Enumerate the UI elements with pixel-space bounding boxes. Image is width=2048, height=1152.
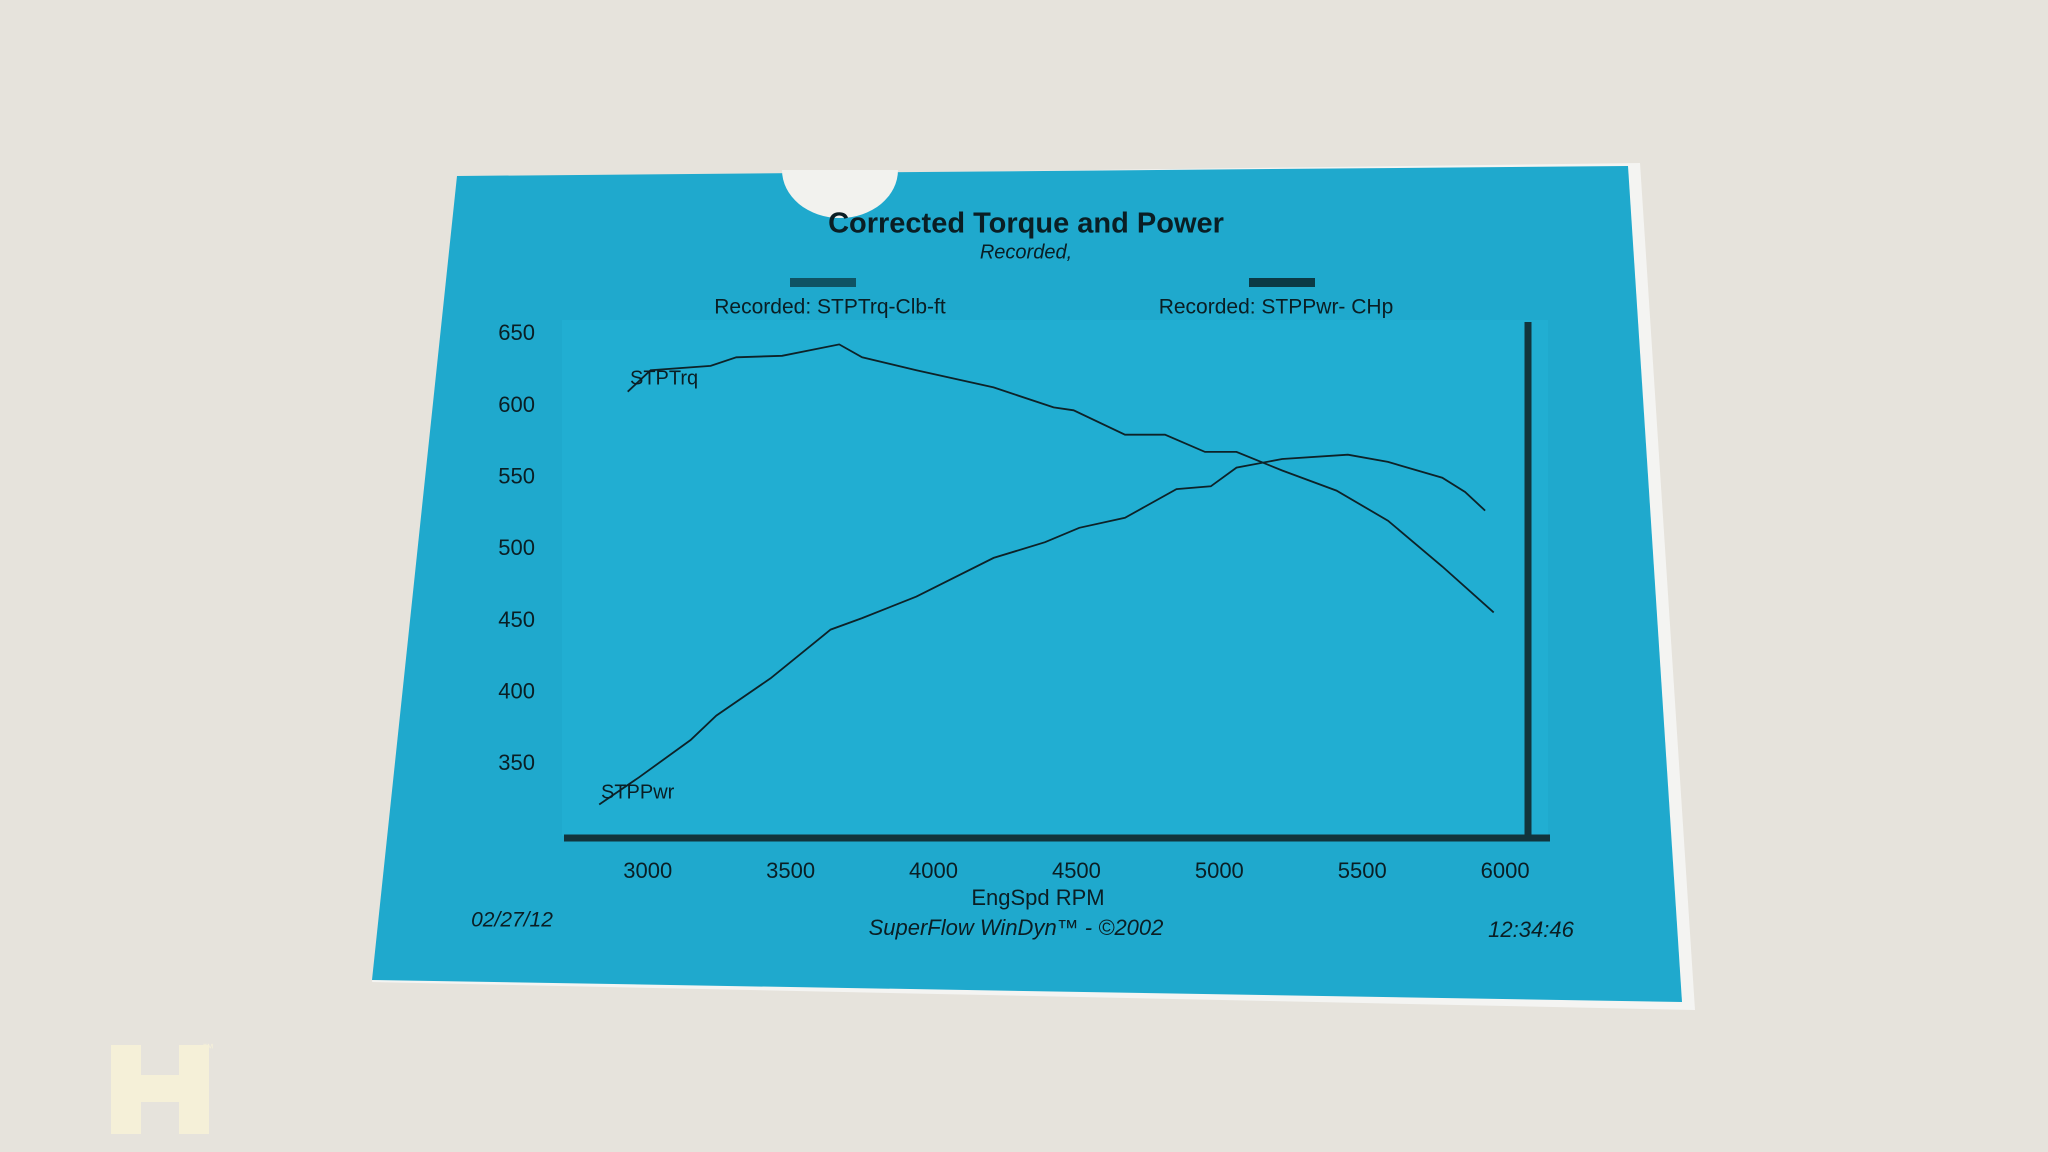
legend-swatch xyxy=(1249,278,1315,287)
series-line xyxy=(598,453,1486,806)
legend-swatch xyxy=(790,278,856,287)
x-axis-label: EngSpd RPM xyxy=(971,885,1104,910)
plot-area xyxy=(562,320,1548,836)
y-tick-label: 350 xyxy=(498,750,535,775)
x-tick-label: 3500 xyxy=(766,858,815,883)
x-tick-label: 6000 xyxy=(1481,858,1530,883)
y-tick-label: 400 xyxy=(498,678,535,703)
logo xyxy=(111,1045,209,1134)
series-label: STPTrq xyxy=(630,367,698,389)
y-tick-label: 600 xyxy=(498,392,535,417)
x-tick-label: 3000 xyxy=(623,858,672,883)
series-label: STPPwr xyxy=(601,781,675,803)
x-tick-label: 4500 xyxy=(1052,858,1101,883)
legend-label: Recorded: STPPwr- CHp xyxy=(1159,296,1394,319)
chart-title: Corrected Torque and Power xyxy=(828,208,1224,240)
y-tick-label: 450 xyxy=(498,607,535,632)
y-tick-label: 650 xyxy=(498,320,535,345)
x-tick-label: 4000 xyxy=(909,858,958,883)
x-tick-label: 5500 xyxy=(1338,858,1387,883)
footer-software: SuperFlow WinDyn™ - ©2002 xyxy=(869,915,1164,940)
chart-subtitle: Recorded, xyxy=(980,241,1072,263)
y-tick-label: 500 xyxy=(498,535,535,560)
legend-label: Recorded: STPTrq-Clb-ft xyxy=(714,296,946,319)
footer-date: 02/27/12 xyxy=(471,909,553,932)
y-tick-label: 550 xyxy=(498,463,535,488)
logo-mark: ™ xyxy=(202,1041,214,1055)
x-tick-label: 5000 xyxy=(1195,858,1244,883)
folder-notch xyxy=(782,170,898,218)
footer-time: 12:34:46 xyxy=(1488,917,1574,942)
series-line xyxy=(627,343,1495,614)
